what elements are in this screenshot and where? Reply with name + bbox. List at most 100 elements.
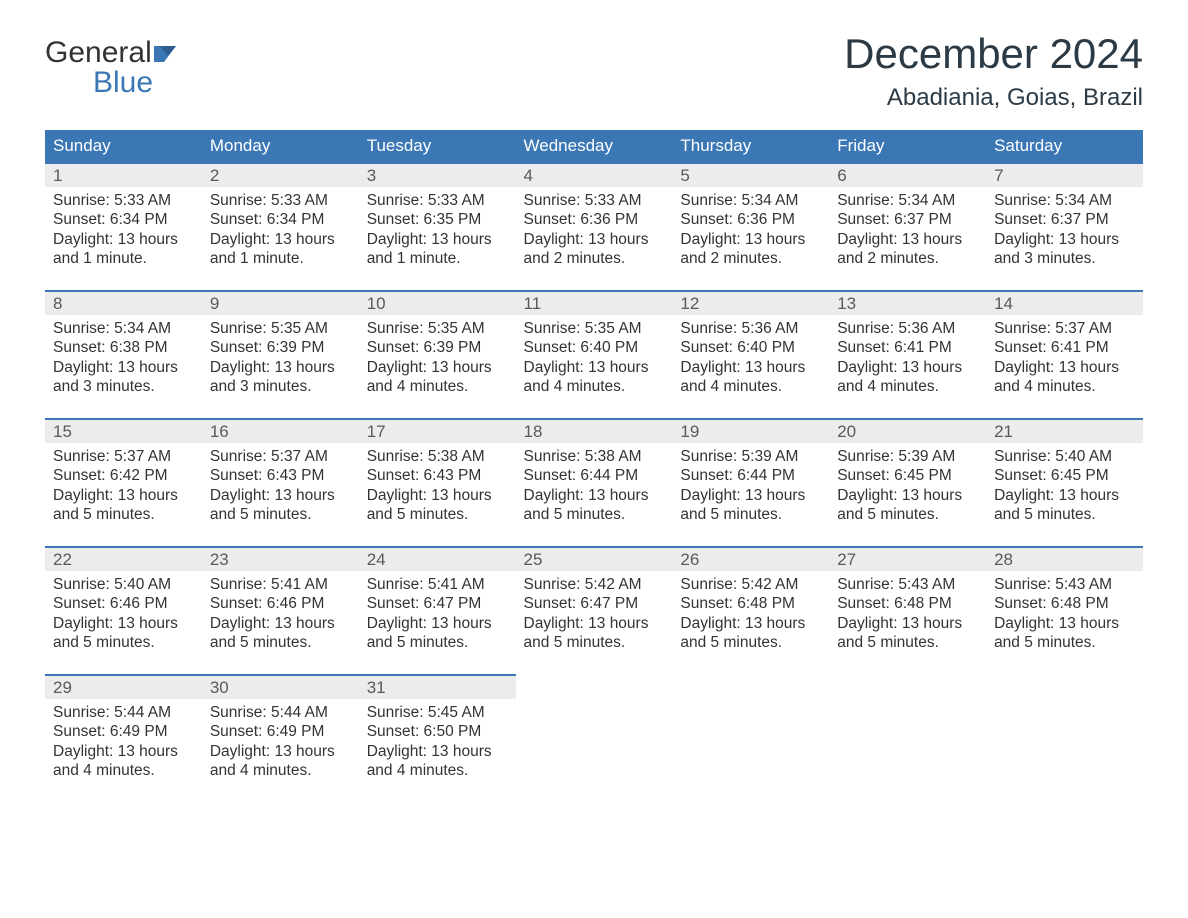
day-number: 17 [359,418,516,443]
sunrise-text: Sunrise: 5:33 AM [524,191,665,210]
calendar-day-cell [986,674,1143,802]
sunrise-text: Sunrise: 5:41 AM [210,575,351,594]
calendar-day-cell: 5Sunrise: 5:34 AMSunset: 6:36 PMDaylight… [672,162,829,290]
calendar-week-row: 1Sunrise: 5:33 AMSunset: 6:34 PMDaylight… [45,162,1143,290]
sunset-text: Sunset: 6:41 PM [994,338,1135,357]
day-details: Sunrise: 5:34 AMSunset: 6:37 PMDaylight:… [829,187,986,271]
calendar-day-cell: 24Sunrise: 5:41 AMSunset: 6:47 PMDayligh… [359,546,516,674]
day-number: 1 [45,162,202,187]
day-details: Sunrise: 5:44 AMSunset: 6:49 PMDaylight:… [202,699,359,783]
day-details: Sunrise: 5:37 AMSunset: 6:42 PMDaylight:… [45,443,202,527]
daylight-line1: Daylight: 13 hours [994,486,1135,505]
daylight-line1: Daylight: 13 hours [524,614,665,633]
daylight-line2: and 5 minutes. [680,505,821,524]
calendar-day-cell [516,674,673,802]
sunset-text: Sunset: 6:46 PM [53,594,194,613]
sunset-text: Sunset: 6:40 PM [524,338,665,357]
day-number: 24 [359,546,516,571]
title-block: December 2024 Abadiania, Goias, Brazil [844,30,1143,112]
daylight-line1: Daylight: 13 hours [210,742,351,761]
weekday-header: Friday [829,130,986,162]
calendar-day-cell: 12Sunrise: 5:36 AMSunset: 6:40 PMDayligh… [672,290,829,418]
sunset-text: Sunset: 6:48 PM [994,594,1135,613]
calendar-day-cell: 16Sunrise: 5:37 AMSunset: 6:43 PMDayligh… [202,418,359,546]
day-details: Sunrise: 5:45 AMSunset: 6:50 PMDaylight:… [359,699,516,783]
sunrise-text: Sunrise: 5:38 AM [367,447,508,466]
month-title: December 2024 [844,30,1143,78]
daylight-line1: Daylight: 13 hours [680,230,821,249]
day-details: Sunrise: 5:35 AMSunset: 6:39 PMDaylight:… [202,315,359,399]
day-number: 9 [202,290,359,315]
calendar-day-cell: 15Sunrise: 5:37 AMSunset: 6:42 PMDayligh… [45,418,202,546]
daylight-line1: Daylight: 13 hours [367,230,508,249]
day-number: 31 [359,674,516,699]
daylight-line2: and 5 minutes. [524,505,665,524]
calendar-day-cell: 17Sunrise: 5:38 AMSunset: 6:43 PMDayligh… [359,418,516,546]
sunrise-text: Sunrise: 5:43 AM [837,575,978,594]
sunset-text: Sunset: 6:50 PM [367,722,508,741]
calendar-day-cell: 27Sunrise: 5:43 AMSunset: 6:48 PMDayligh… [829,546,986,674]
calendar-day-cell: 2Sunrise: 5:33 AMSunset: 6:34 PMDaylight… [202,162,359,290]
day-details: Sunrise: 5:38 AMSunset: 6:43 PMDaylight:… [359,443,516,527]
sunrise-text: Sunrise: 5:40 AM [994,447,1135,466]
sunrise-text: Sunrise: 5:36 AM [837,319,978,338]
sunrise-text: Sunrise: 5:42 AM [524,575,665,594]
daylight-line2: and 5 minutes. [210,633,351,652]
daylight-line2: and 5 minutes. [680,633,821,652]
sunset-text: Sunset: 6:40 PM [680,338,821,357]
calendar-day-cell: 10Sunrise: 5:35 AMSunset: 6:39 PMDayligh… [359,290,516,418]
day-details: Sunrise: 5:34 AMSunset: 6:38 PMDaylight:… [45,315,202,399]
sunset-text: Sunset: 6:45 PM [837,466,978,485]
sunset-text: Sunset: 6:36 PM [524,210,665,229]
brand-line2: Blue [45,68,182,98]
sunset-text: Sunset: 6:36 PM [680,210,821,229]
day-number: 4 [516,162,673,187]
sunrise-text: Sunrise: 5:33 AM [210,191,351,210]
calendar-day-cell: 19Sunrise: 5:39 AMSunset: 6:44 PMDayligh… [672,418,829,546]
calendar-table: SundayMondayTuesdayWednesdayThursdayFrid… [45,130,1143,802]
calendar-day-cell: 20Sunrise: 5:39 AMSunset: 6:45 PMDayligh… [829,418,986,546]
day-details: Sunrise: 5:43 AMSunset: 6:48 PMDaylight:… [986,571,1143,655]
day-details: Sunrise: 5:42 AMSunset: 6:47 PMDaylight:… [516,571,673,655]
sunrise-text: Sunrise: 5:40 AM [53,575,194,594]
day-number: 28 [986,546,1143,571]
daylight-line2: and 4 minutes. [994,377,1135,396]
sunrise-text: Sunrise: 5:39 AM [837,447,978,466]
day-number: 19 [672,418,829,443]
calendar-day-cell: 14Sunrise: 5:37 AMSunset: 6:41 PMDayligh… [986,290,1143,418]
daylight-line1: Daylight: 13 hours [53,358,194,377]
daylight-line2: and 5 minutes. [994,633,1135,652]
calendar-week-row: 29Sunrise: 5:44 AMSunset: 6:49 PMDayligh… [45,674,1143,802]
sunset-text: Sunset: 6:48 PM [680,594,821,613]
daylight-line2: and 5 minutes. [53,633,194,652]
daylight-line2: and 5 minutes. [994,505,1135,524]
day-details: Sunrise: 5:43 AMSunset: 6:48 PMDaylight:… [829,571,986,655]
daylight-line1: Daylight: 13 hours [680,486,821,505]
day-details: Sunrise: 5:33 AMSunset: 6:34 PMDaylight:… [202,187,359,271]
day-details: Sunrise: 5:39 AMSunset: 6:45 PMDaylight:… [829,443,986,527]
day-details: Sunrise: 5:40 AMSunset: 6:45 PMDaylight:… [986,443,1143,527]
day-details: Sunrise: 5:39 AMSunset: 6:44 PMDaylight:… [672,443,829,527]
calendar-week-row: 8Sunrise: 5:34 AMSunset: 6:38 PMDaylight… [45,290,1143,418]
calendar-day-cell: 23Sunrise: 5:41 AMSunset: 6:46 PMDayligh… [202,546,359,674]
weekday-header: Wednesday [516,130,673,162]
daylight-line1: Daylight: 13 hours [994,614,1135,633]
daylight-line2: and 3 minutes. [53,377,194,396]
sunset-text: Sunset: 6:49 PM [53,722,194,741]
sunset-text: Sunset: 6:49 PM [210,722,351,741]
day-number: 13 [829,290,986,315]
daylight-line2: and 2 minutes. [680,249,821,268]
sunset-text: Sunset: 6:43 PM [210,466,351,485]
daylight-line2: and 4 minutes. [524,377,665,396]
calendar-day-cell: 31Sunrise: 5:45 AMSunset: 6:50 PMDayligh… [359,674,516,802]
daylight-line1: Daylight: 13 hours [837,614,978,633]
day-details: Sunrise: 5:34 AMSunset: 6:36 PMDaylight:… [672,187,829,271]
daylight-line1: Daylight: 13 hours [210,230,351,249]
weekday-header: Sunday [45,130,202,162]
day-number: 18 [516,418,673,443]
brand-line1: General [45,38,152,68]
sunrise-text: Sunrise: 5:37 AM [994,319,1135,338]
daylight-line1: Daylight: 13 hours [367,358,508,377]
calendar-day-cell: 6Sunrise: 5:34 AMSunset: 6:37 PMDaylight… [829,162,986,290]
sunrise-text: Sunrise: 5:44 AM [210,703,351,722]
